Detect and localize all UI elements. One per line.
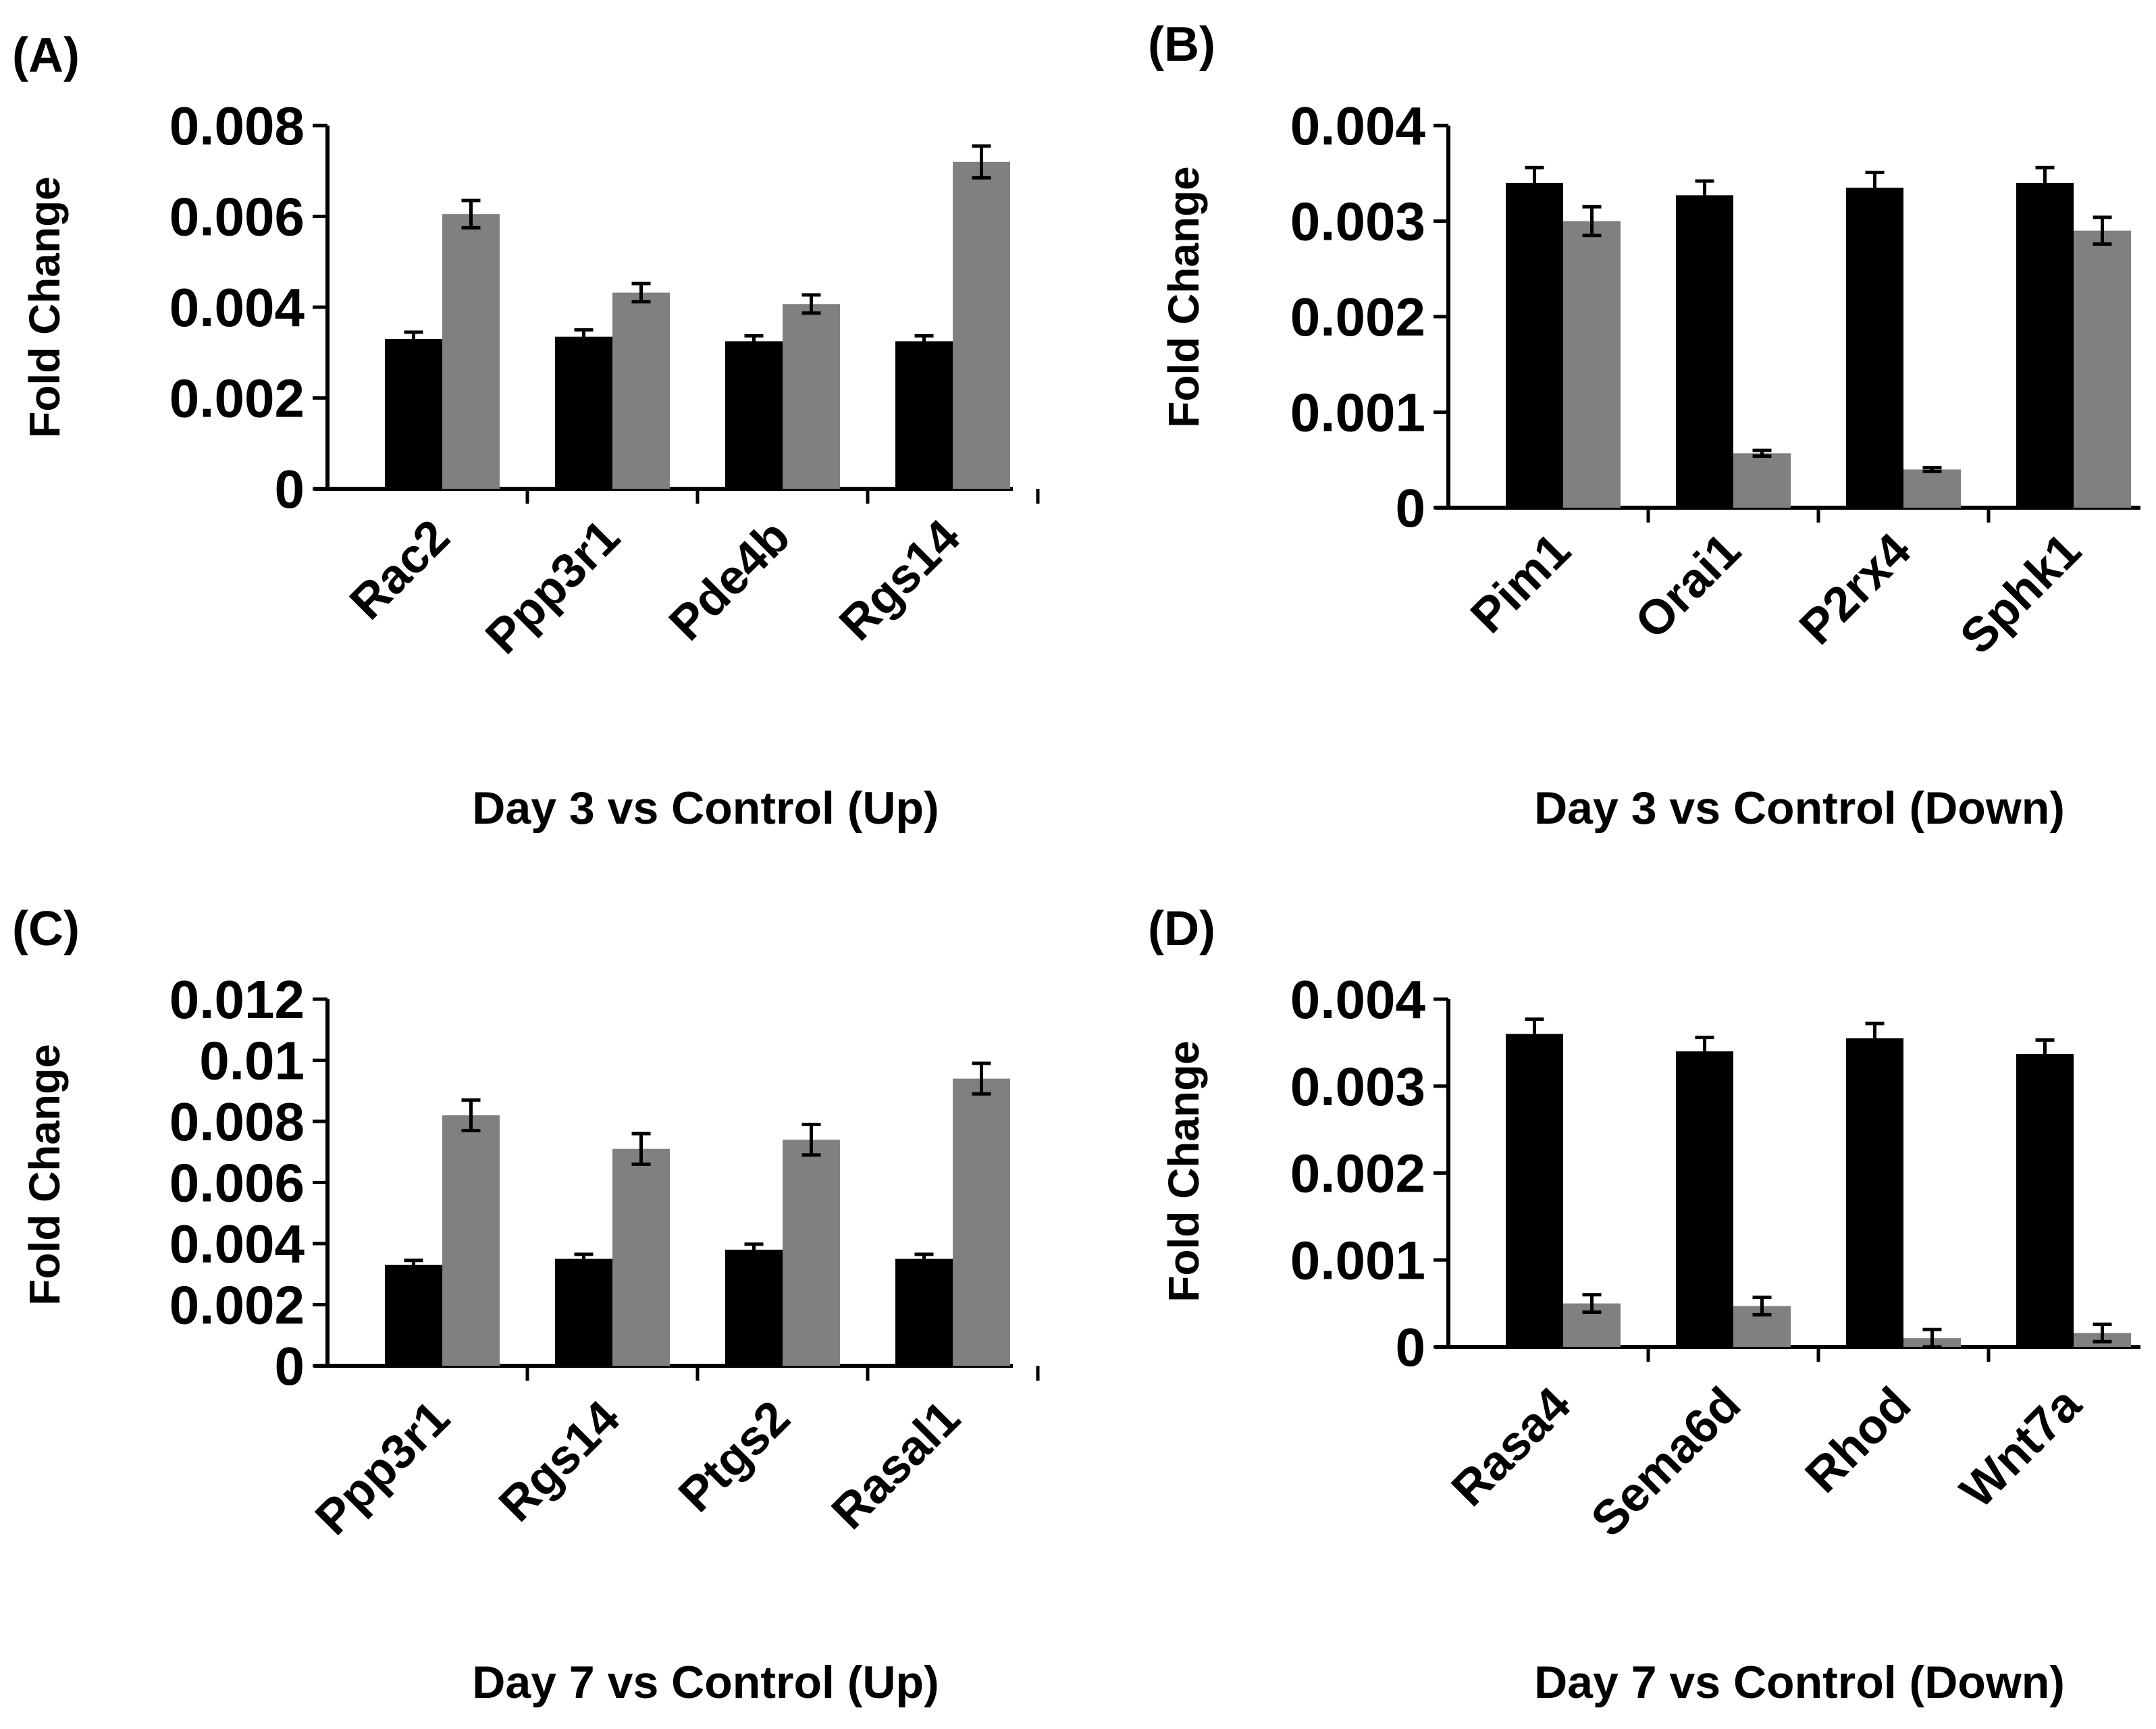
chart-panel-1: (B) 0 0.001 0.002 0.003 0.004 Pim1 Orai1 P2rx4 Sp… [1148,18,2140,834]
bar-treated [1563,221,1621,508]
panel-label: (B) [1148,18,1215,72]
bar-treated [442,214,500,489]
bar-treated [1733,453,1791,508]
y-tick-label: 0.004 [1290,969,1426,1030]
bar-treated [783,304,840,489]
category-label: Sema6d [1581,1377,1751,1547]
bar-treated [442,1115,500,1366]
category-label: Ppp3r1 [305,1391,460,1545]
bar-control [1506,1034,1563,1347]
y-tick-label: 0.006 [169,187,305,247]
y-tick-label: 0 [275,459,305,519]
y-tick-label: 0.002 [1290,287,1425,347]
bar-control [1506,182,1563,508]
x-axis-label: Day 7 vs Control (Up) [472,1657,939,1708]
category-label: Rhod [1795,1377,1922,1504]
y-tick-label: 0.01 [199,1031,305,1091]
y-tick-label: 0.002 [169,369,305,429]
y-tick-label: 0.003 [1290,192,1425,252]
category-label: Rac2 [340,510,460,630]
panel-label: (D) [1148,902,1215,956]
bar-treated [612,1148,670,1366]
y-axis-label: Fold Change [20,1044,69,1306]
y-tick-label: 0.004 [169,1214,305,1274]
category-label: Orai1 [1625,523,1752,649]
bar-treated [2074,230,2131,508]
y-tick-label: 0.008 [169,96,305,156]
category-label: Pde4b [659,510,800,651]
y-axis-label: Fold Change [20,176,69,438]
category-label: Sphk1 [1950,523,2091,664]
y-tick-label: 0.001 [1290,383,1425,443]
bar-control [895,341,953,489]
y-tick-label: 0.004 [169,277,305,338]
bar-control [1676,195,1733,508]
bar-treated [953,1078,1010,1366]
x-axis-label: Day 3 vs Control (Down) [1534,782,2065,834]
bar-treated [783,1140,840,1366]
bar-control [385,1265,442,1366]
y-tick-label: 0.001 [1290,1230,1425,1290]
category-label: Rgs14 [489,1391,630,1532]
chart-panel-0: (A) 0 0.002 0.004 0.006 0.008 Rac2 Ppp3r1 Pde4b R… [12,28,1040,834]
y-tick-label: 0.002 [1290,1144,1425,1204]
x-axis-label: Day 7 vs Control (Down) [1534,1657,2065,1708]
y-tick-label: 0.006 [169,1153,305,1213]
y-tick-label: 0.012 [169,969,305,1030]
category-label: Rasa4 [1442,1377,1581,1517]
bar-control [385,339,442,489]
y-tick-label: 0.003 [1290,1057,1425,1117]
bar-control [1846,187,1903,508]
category-label: Pim1 [1461,523,1581,643]
bar-control [895,1258,953,1366]
y-axis-label: Fold Change [1159,1040,1208,1302]
y-tick-label: 0.008 [169,1092,305,1152]
bar-control [2016,182,2074,508]
y-tick-label: 0 [275,1336,305,1396]
bar-treated [612,292,670,489]
bar-control [2016,1054,2074,1347]
panel-label: (A) [12,28,80,82]
bar-control [725,341,783,489]
category-label: Wnt7a [1950,1377,2092,1518]
category-label: P2rx4 [1789,523,1921,655]
x-axis-label: Day 3 vs Control (Up) [472,782,939,834]
chart-panel-3: (D) 0 0.001 0.002 0.003 0.004 Rasa4 Sema6d Rhod W… [1148,902,2140,1708]
y-tick-label: 0 [1396,1317,1426,1377]
bar-treated [953,161,1010,489]
y-axis-label: Fold Change [1159,166,1208,428]
bar-control [555,1258,612,1366]
bar-control [555,336,612,489]
category-label: Rasal1 [822,1391,971,1540]
category-label: Ppp3r1 [475,510,630,664]
y-tick-label: 0.002 [169,1275,305,1335]
bar-control [1846,1038,1903,1347]
bar-treated [1903,469,1961,508]
y-tick-label: 0 [1396,478,1426,538]
bar-control [1676,1051,1733,1347]
panel-label: (C) [12,902,80,956]
bar-control [725,1250,783,1366]
category-label: Rgs14 [829,510,970,651]
y-tick-label: 0.004 [1290,96,1426,156]
category-label: Ptgs2 [668,1391,800,1522]
